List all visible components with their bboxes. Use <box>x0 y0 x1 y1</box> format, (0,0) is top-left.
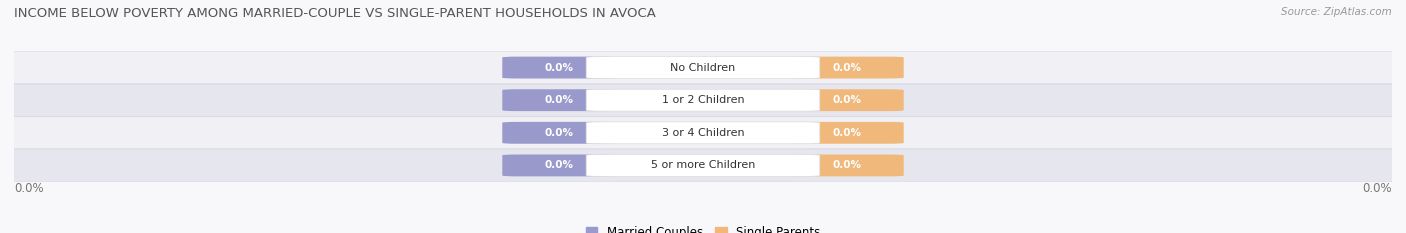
Text: 0.0%: 0.0% <box>832 95 862 105</box>
FancyBboxPatch shape <box>502 57 616 79</box>
Text: Source: ZipAtlas.com: Source: ZipAtlas.com <box>1281 7 1392 17</box>
Text: 3 or 4 Children: 3 or 4 Children <box>662 128 744 138</box>
Text: INCOME BELOW POVERTY AMONG MARRIED-COUPLE VS SINGLE-PARENT HOUSEHOLDS IN AVOCA: INCOME BELOW POVERTY AMONG MARRIED-COUPL… <box>14 7 657 20</box>
FancyBboxPatch shape <box>8 117 1398 149</box>
FancyBboxPatch shape <box>8 51 1398 84</box>
Text: 0.0%: 0.0% <box>832 161 862 170</box>
Text: 0.0%: 0.0% <box>544 95 574 105</box>
FancyBboxPatch shape <box>502 122 616 144</box>
Text: 0.0%: 0.0% <box>544 63 574 72</box>
Text: 0.0%: 0.0% <box>1362 182 1392 195</box>
Legend: Married Couples, Single Parents: Married Couples, Single Parents <box>581 221 825 233</box>
FancyBboxPatch shape <box>8 149 1398 182</box>
FancyBboxPatch shape <box>790 57 904 79</box>
FancyBboxPatch shape <box>8 84 1398 116</box>
FancyBboxPatch shape <box>586 154 820 176</box>
FancyBboxPatch shape <box>790 154 904 176</box>
Text: 5 or more Children: 5 or more Children <box>651 161 755 170</box>
FancyBboxPatch shape <box>586 89 820 111</box>
FancyBboxPatch shape <box>790 89 904 111</box>
Text: 0.0%: 0.0% <box>544 161 574 170</box>
FancyBboxPatch shape <box>790 122 904 144</box>
FancyBboxPatch shape <box>502 89 616 111</box>
Text: No Children: No Children <box>671 63 735 72</box>
FancyBboxPatch shape <box>502 154 616 176</box>
FancyBboxPatch shape <box>586 57 820 79</box>
Text: 0.0%: 0.0% <box>832 63 862 72</box>
Text: 0.0%: 0.0% <box>544 128 574 138</box>
Text: 1 or 2 Children: 1 or 2 Children <box>662 95 744 105</box>
FancyBboxPatch shape <box>586 122 820 144</box>
Text: 0.0%: 0.0% <box>832 128 862 138</box>
Text: 0.0%: 0.0% <box>14 182 44 195</box>
